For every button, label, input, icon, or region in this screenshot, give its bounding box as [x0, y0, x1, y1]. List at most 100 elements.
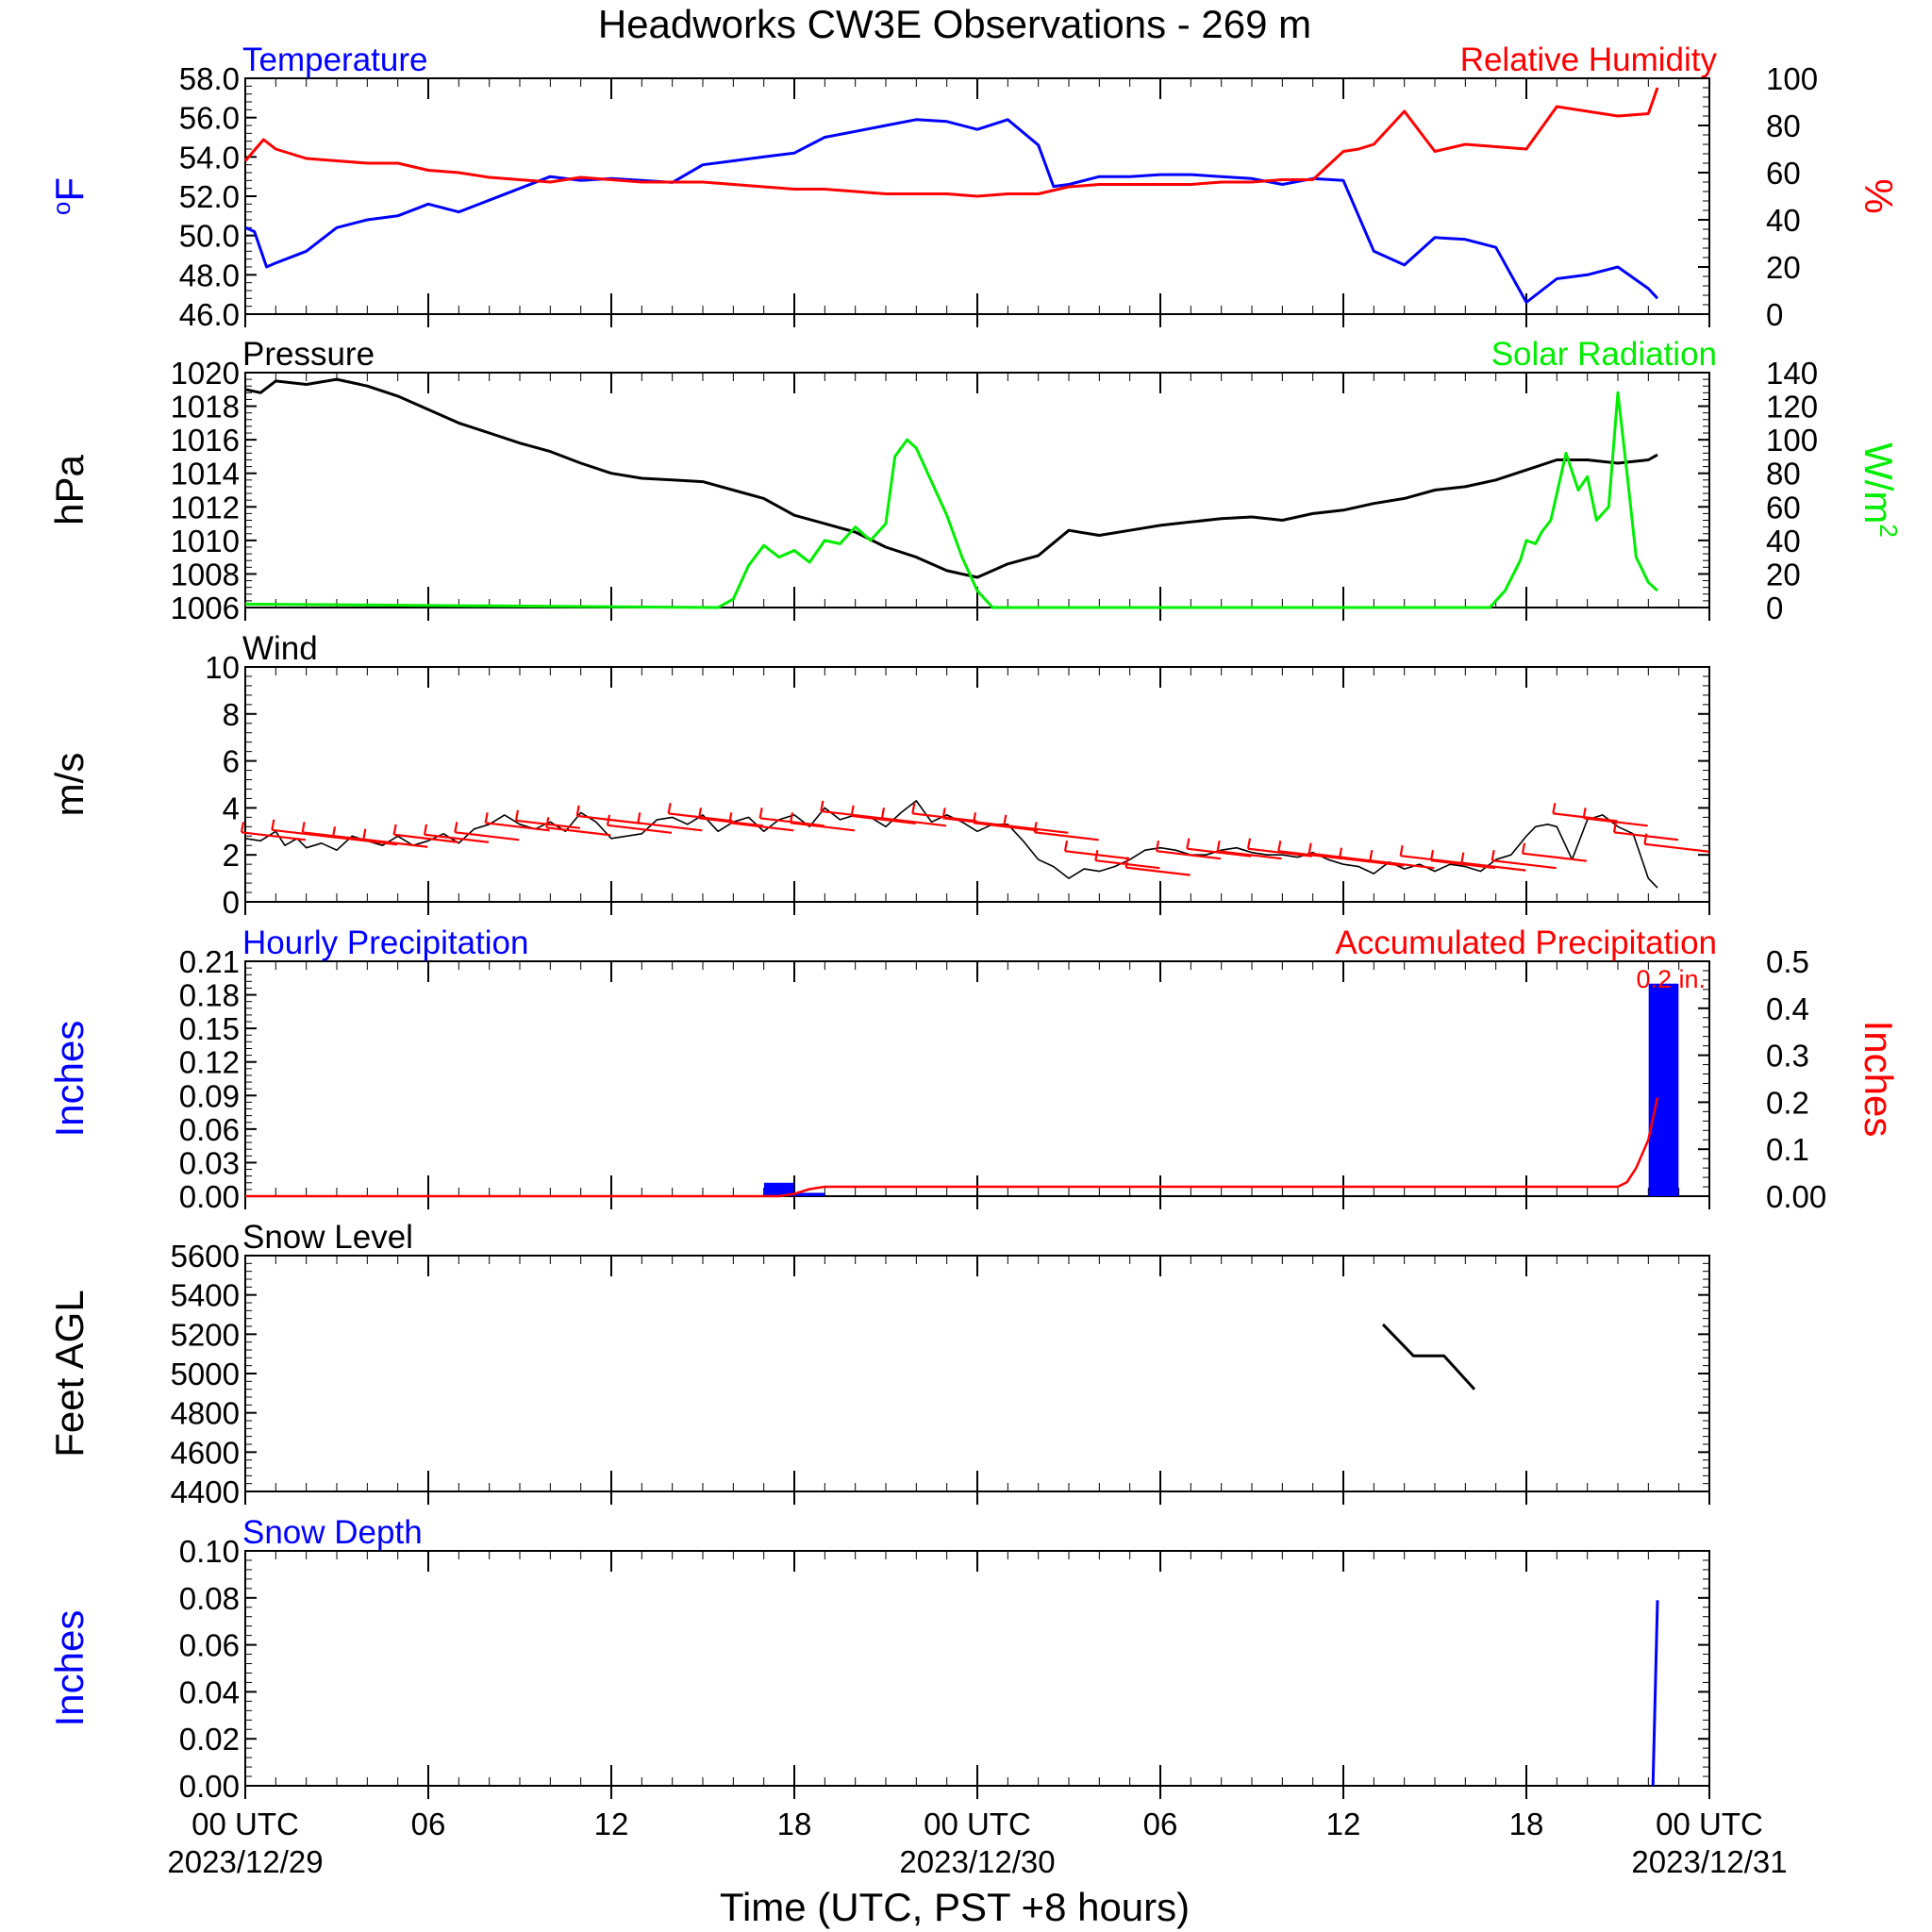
wind-barb: [363, 838, 428, 848]
x-tick-label: 12: [594, 1807, 629, 1841]
y2-tick-label: 120: [1766, 390, 1818, 425]
wind-barb: [1125, 866, 1191, 876]
x-tick-label: 06: [411, 1807, 446, 1841]
y-tick-label: 1020: [171, 356, 240, 391]
wind-barb: [241, 831, 307, 841]
wind-barb-flag: [1521, 842, 1526, 854]
y-tick-label: 0.02: [179, 1722, 240, 1757]
y-tick-label: 5400: [171, 1278, 240, 1313]
y2-axis-label: Inches: [1857, 1021, 1901, 1138]
wind-barb: [1156, 850, 1222, 860]
x-tick-label: 00 UTC: [1656, 1807, 1763, 1841]
wind-barb: [607, 824, 673, 834]
wind-barb: [638, 822, 703, 832]
wind-barb: [729, 822, 794, 832]
x-tick-label: 00 UTC: [924, 1807, 1031, 1841]
y2-tick-label: 140: [1766, 356, 1818, 391]
panel-temp_rh: Temperature Relative Humidity 46.0 48.0 50.0…: [47, 42, 1901, 332]
y2-tick-label: 100: [1766, 423, 1818, 458]
y-tick-label: 1008: [171, 557, 240, 591]
panel-frame: [244, 1550, 1710, 1787]
wind-barb-flag: [1003, 814, 1008, 826]
wind-barb-flag: [1582, 808, 1587, 819]
series-line-temp_rh-0: [244, 118, 1659, 304]
figure-title: Headworks CW3E Observations - 269 m: [598, 2, 1311, 46]
wind-barb-flag: [911, 803, 916, 814]
y-axis-label: m/s: [47, 753, 92, 817]
y-tick-label: 58.0: [179, 61, 240, 96]
wind-barb-flag: [1399, 844, 1404, 857]
precip-bar: [763, 1182, 794, 1196]
y-tick-label: 0.10: [179, 1534, 240, 1569]
series-line-temp_rh-1: [243, 87, 1659, 198]
panel-snow_depth: Snow Depth 0.00 0.02 0.04 0.06 0.08 0.10 Inches: [47, 1514, 1710, 1804]
wind-barb: [1308, 852, 1374, 862]
wind-barb-flag: [1552, 803, 1557, 814]
wind-barb-flag: [1429, 849, 1435, 861]
y-tick-label: 8: [223, 697, 240, 732]
panel-precip: Hourly Precipitation Accumulated Precipit…: [47, 924, 1901, 1214]
y2-axis-label: W/m2: [1857, 442, 1903, 538]
wind-barb: [1278, 850, 1343, 860]
y-tick-label: 1016: [171, 423, 240, 458]
x-tick-label: 18: [1509, 1807, 1544, 1841]
wind-barb: [272, 828, 337, 839]
wind-barb: [302, 831, 367, 841]
wind-barb: [424, 833, 490, 843]
wind-barb-flag: [1063, 841, 1069, 852]
wind-barb: [1370, 859, 1435, 870]
x-date-label: 2023/12/31: [1631, 1844, 1787, 1879]
wind-barb-flag: [1186, 838, 1191, 849]
wind-barb-flag: [728, 812, 733, 824]
y2-tick-label: 20: [1766, 557, 1801, 591]
precip-total-annotation: 0.2 in.: [1636, 965, 1706, 993]
y-tick-label: 0.08: [179, 1581, 240, 1616]
y-tick-label: 4600: [171, 1435, 240, 1470]
wind-barb-flag: [1460, 852, 1465, 863]
wind-barb-flag: [392, 824, 397, 835]
wind-barb: [393, 833, 458, 843]
y2-tick-label: 0: [1766, 591, 1783, 625]
precip-bar: [1648, 983, 1679, 1196]
wind-barb-flag: [697, 808, 703, 819]
x-date-label: 2023/12/29: [167, 1844, 323, 1879]
y2-tick-label: 0.1: [1766, 1132, 1809, 1167]
wind-barb-flag: [667, 803, 672, 814]
y2-tick-label: 0.2: [1766, 1085, 1809, 1120]
wind-barb-flag: [606, 814, 611, 826]
y-tick-label: 5200: [171, 1317, 240, 1352]
y-axis-label: oF: [47, 177, 92, 215]
wind-barb-flag: [789, 812, 794, 824]
y-tick-label: 48.0: [179, 258, 240, 292]
wind-barb: [698, 817, 764, 827]
wind-barb: [973, 822, 1039, 832]
panel-left-title: Snow Level: [242, 1219, 413, 1256]
y-tick-label: 0.00: [179, 1179, 240, 1214]
wind-barb-flag: [362, 828, 367, 840]
y2-tick-label: 0.4: [1766, 991, 1809, 1026]
wind-barb: [1491, 859, 1557, 870]
wind-barb-flag: [1369, 849, 1374, 861]
wind-barb-flag: [880, 808, 886, 819]
wind-barb: [759, 817, 824, 827]
y-tick-label: 6: [223, 744, 240, 779]
panel-frame: [244, 372, 1710, 608]
panel-right-title: Accumulated Precipitation: [1335, 924, 1717, 961]
panel-pres_solar: Pressure Solar Radiation10061008101010121…: [47, 336, 1903, 625]
y-tick-label: 50.0: [179, 219, 240, 254]
y-tick-label: 0.12: [179, 1045, 240, 1080]
wind-barb-flag: [758, 808, 763, 819]
y-tick-label: 0: [223, 885, 240, 920]
panel-wind: Wind 0 2 4 6 8 10 m/s: [47, 630, 1710, 920]
wind-barb: [912, 812, 977, 823]
wind-barb: [332, 836, 398, 846]
wind-barb-flag: [1277, 841, 1282, 852]
x-tick-label: 06: [1143, 1807, 1178, 1841]
wind-barb-flag: [454, 822, 458, 833]
panel-frame: [244, 1255, 1710, 1492]
wind-barb: [1247, 847, 1313, 858]
wind-barb: [1553, 812, 1618, 823]
series-line-snow_depth-0: [1651, 1600, 1659, 1787]
wind-barb-flag: [1612, 822, 1618, 833]
